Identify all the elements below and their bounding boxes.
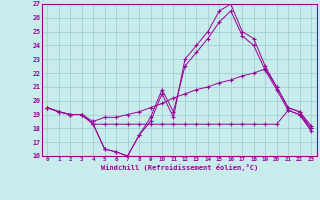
X-axis label: Windchill (Refroidissement éolien,°C): Windchill (Refroidissement éolien,°C) bbox=[100, 164, 258, 171]
